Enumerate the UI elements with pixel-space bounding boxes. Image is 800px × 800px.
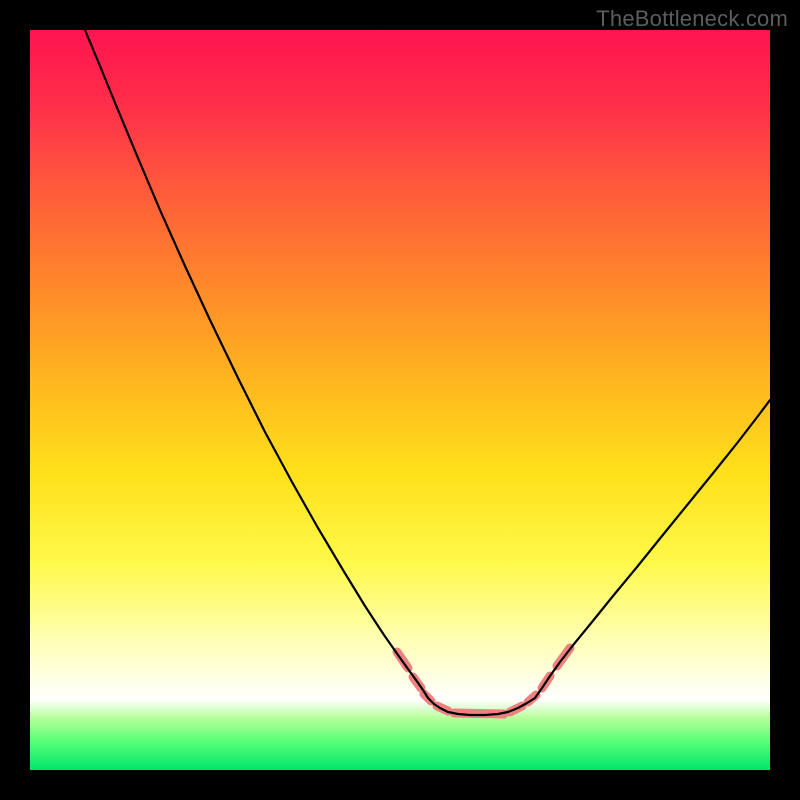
pink-dash-group: [397, 648, 570, 714]
plot-area: [30, 30, 770, 770]
curve-left: [85, 30, 428, 698]
watermark-text: TheBottleneck.com: [596, 6, 788, 32]
plot-frame: TheBottleneck.com: [0, 0, 800, 800]
curves-layer: [30, 30, 770, 770]
